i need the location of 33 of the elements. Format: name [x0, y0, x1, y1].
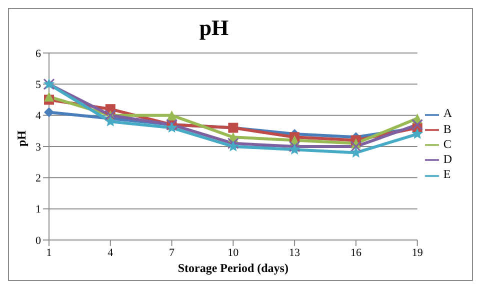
y-tick-label: 3	[36, 141, 42, 154]
x-tick-label: 13	[289, 246, 301, 259]
legend-label: B	[443, 122, 452, 136]
y-tick-label: 1	[36, 204, 41, 216]
point	[288, 144, 300, 154]
point	[166, 122, 178, 133]
x-tick-label: 1	[46, 246, 52, 259]
y-tick-label: 4	[36, 110, 42, 122]
y-tick-label: 2	[36, 172, 41, 185]
point	[288, 140, 300, 152]
point	[104, 116, 116, 126]
x-tick-label: 4	[108, 246, 114, 259]
point	[350, 146, 362, 158]
y-tick-label: 0	[36, 234, 42, 247]
x-tick-label: 16	[350, 246, 362, 259]
legend-label: A	[443, 106, 452, 120]
y-tick-label: 5	[36, 79, 42, 92]
y-tick-label: 6	[36, 48, 42, 60]
point	[412, 118, 424, 130]
legend-label: E	[443, 167, 451, 182]
chart-title: pH	[198, 15, 230, 41]
point	[44, 92, 54, 102]
legend-label: C	[443, 136, 452, 151]
point	[227, 138, 239, 150]
point	[166, 110, 177, 120]
y-axis-title: pH	[14, 130, 28, 146]
point	[412, 128, 424, 139]
x-tick-label: 10	[228, 246, 240, 259]
legend-label: D	[443, 152, 452, 166]
x-axis-title: Storage Period (days)	[178, 261, 288, 275]
x-tick-label: 7	[169, 246, 176, 259]
point	[350, 140, 362, 152]
x-tick-label: 19	[412, 246, 424, 259]
